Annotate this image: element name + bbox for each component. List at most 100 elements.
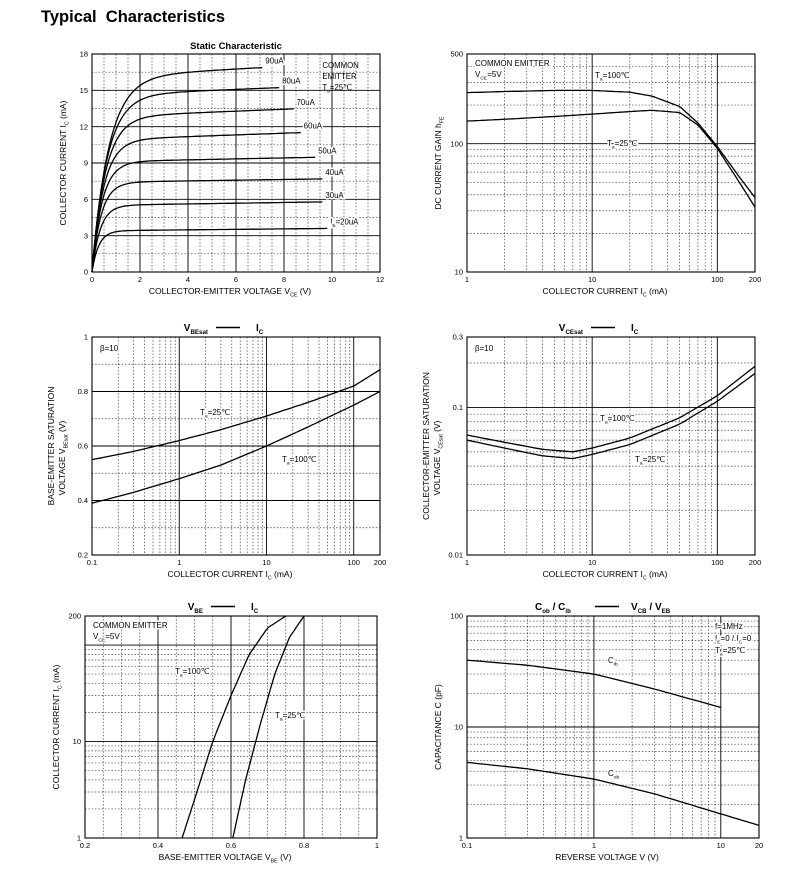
series-group: Cib​ Cob​: [466, 655, 760, 827]
y-tick-label: 100: [450, 139, 463, 148]
y-tick-label: 15: [80, 86, 88, 95]
title-right: IC​: [251, 602, 259, 615]
y-tick-label: 0.01: [448, 551, 463, 560]
series-line-30ua: [91, 201, 323, 273]
series-line: [466, 89, 756, 198]
y-tick-label: 100: [450, 612, 463, 621]
y-tick-label: 0.1: [453, 403, 463, 412]
x-tick-label: 200: [749, 275, 762, 284]
series-label: Ta​=25℃: [635, 455, 665, 466]
series-label: 50uA: [318, 146, 337, 155]
chart-vbesat-vs-ic: 0.1 1 10 100 200 0.2 0.4 0.6 0.8 1 COLLECTOR CURRE…: [46, 323, 387, 582]
series-line: [91, 390, 381, 504]
series-label: Cob​: [608, 769, 620, 780]
x-axis-title: COLLECTOR CURRENT IC​ (mA): [543, 286, 668, 299]
title-right: VCB​ / VEB​: [631, 602, 671, 615]
y-tick-label: 0.8: [78, 387, 88, 396]
y-tick-label: 500: [450, 50, 463, 59]
title-left: VBEsat​: [184, 323, 208, 336]
plot-frame: [84, 615, 378, 839]
y-tick-label: 0.2: [78, 551, 88, 560]
y-axis-title: DC CURRENT GAIN hFE​: [433, 116, 446, 209]
x-tick-label: 1: [592, 841, 596, 850]
title-right: IC​: [256, 323, 264, 336]
y-tick-label: 10: [455, 723, 463, 732]
x-tick-label: 6: [234, 275, 238, 284]
series-label: Ta​=100℃: [282, 455, 317, 466]
annotation: COMMON EMITTER VCE​=5V: [92, 620, 170, 645]
x-tick-label: 12: [376, 275, 384, 284]
title-left: VBE​: [188, 602, 203, 615]
plot-frame: [466, 53, 756, 273]
y-axis-title: CAPACITANCE C (pF): [433, 684, 443, 770]
plot-frame: [466, 336, 756, 556]
series-group: Ta​=25℃ Ta​=100℃: [91, 369, 381, 504]
y-axis-title: COLLECTOR-EMITTER SATURATION VOLTAGE VCEs…: [421, 372, 445, 520]
x-tick-label: 10: [588, 558, 596, 567]
grid: [91, 336, 381, 556]
plot-frame: [91, 53, 381, 273]
y-tick-label: 200: [68, 612, 81, 621]
x-axis-title: COLLECTOR-EMITTER VOLTAGE VCE​ (V): [149, 286, 311, 299]
x-tick-label: 20: [755, 841, 763, 850]
series-label: Ta​=25℃: [275, 711, 305, 722]
annotation-line: Ta​=25℃: [322, 83, 352, 94]
grid: [466, 336, 756, 556]
annotation-line: COMMON: [322, 61, 358, 70]
series-label: Ta​=100℃: [600, 414, 635, 425]
x-tick-label: 200: [374, 558, 387, 567]
series-label: 30uA: [325, 191, 344, 200]
series-line: [181, 615, 287, 839]
series-label: IB​=20uA: [330, 217, 359, 228]
x-tick-label: 100: [347, 558, 360, 567]
series-label: 70uA: [297, 98, 316, 107]
y-axis-title: COLLECTOR CURRENT IC​ (mA): [51, 664, 64, 789]
series-line-70ua: [91, 108, 294, 273]
y-tick-label: 9: [84, 159, 88, 168]
y-tick-label: 10: [73, 737, 81, 746]
y-tick-label: 0.4: [78, 496, 88, 505]
annotation: COMMON EMITTER Ta​=25℃: [322, 61, 358, 94]
chart-title: Cob​ / Cib​ VCB​ / VEB​: [535, 602, 671, 615]
x-tick-label: 4: [186, 275, 190, 284]
plot-frame: [466, 615, 760, 839]
annotation-line: COMMON EMITTER: [475, 59, 550, 68]
series-line-60ua: [91, 131, 301, 273]
annotation-line: VCE​=5V: [93, 632, 120, 643]
x-axis-title: COLLECTOR CURRENT IC​ (mA): [543, 569, 668, 582]
x-tick-label: 0.6: [226, 841, 236, 850]
x-tick-label: 8: [282, 275, 286, 284]
series-line: [466, 372, 756, 460]
annotation: COMMON EMITTER VCE​=5V: [474, 58, 552, 83]
y-tick-label: 1: [77, 834, 81, 843]
y-axis-title: COLLECTOR CURRENT IC​ (mA): [58, 100, 71, 225]
series-label: 40uA: [325, 168, 344, 177]
annotation-line: EMITTER: [322, 72, 357, 81]
y-tick-label: 0.3: [453, 333, 463, 342]
x-tick-label: 0: [90, 275, 94, 284]
x-tick-label: 0.1: [462, 841, 472, 850]
x-tick-label: 10: [328, 275, 336, 284]
series-label: Ta​=100℃: [595, 71, 630, 82]
series-label: Ta​=25℃: [200, 408, 230, 419]
series-line-40ua: [91, 178, 323, 273]
x-tick-label: 0.2: [80, 841, 90, 850]
annotation-line: COMMON EMITTER: [93, 621, 168, 630]
y-axis-title-text: DC CURRENT GAIN hFE​: [433, 116, 446, 209]
x-axis-title: BASE-EMITTER VOLTAGE VBE​ (V): [159, 852, 292, 865]
series-group: Ta​=100℃ Ta​=25℃: [466, 70, 756, 208]
series-line: [466, 109, 756, 208]
annotation-line: IE​=0 / IC​=0: [715, 634, 752, 645]
annotation: f=1MHz IE​=0 / IC​=0Ta​=25℃: [714, 621, 754, 659]
title-left: VCEsat​: [559, 323, 583, 336]
y-tick-label: 18: [80, 50, 88, 59]
title-right: IC​: [631, 323, 639, 336]
series-line-50ua: [91, 156, 316, 273]
grid: [84, 615, 378, 839]
series-label: Cib​: [608, 656, 618, 667]
series-group: Ta​=100℃ Ta​=25℃: [466, 365, 756, 468]
y-axis-title-line1: COLLECTOR-EMITTER SATURATION: [421, 372, 431, 520]
y-axis-title-line2: VOLTAGE VBEsat​ (V): [57, 420, 70, 495]
annotation-line: f=1MHz: [715, 622, 743, 631]
